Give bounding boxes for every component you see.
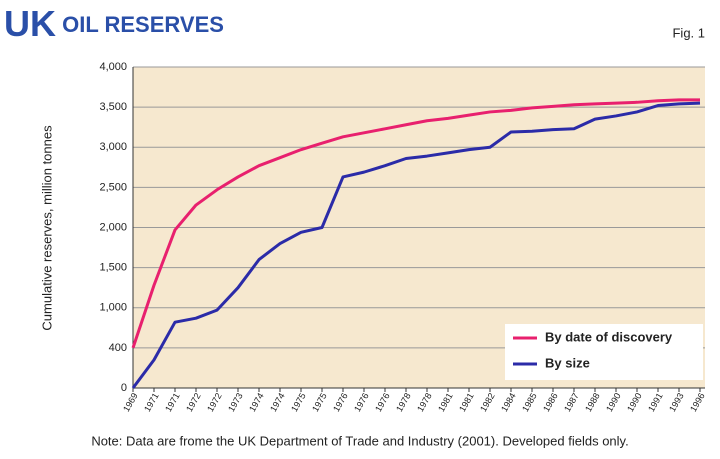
x-tick-label: 1974	[268, 391, 287, 413]
y-tick-label: 1,500	[99, 262, 127, 274]
x-tick-label: 1990	[604, 391, 623, 413]
legend-label: By size	[545, 355, 590, 370]
y-tick-label: 3,000	[99, 141, 127, 153]
y-axis-label: Cumulative reserves, million tonnes	[39, 125, 54, 331]
x-tick-label: 1974	[247, 391, 266, 413]
x-tick-label: 1988	[583, 391, 602, 413]
y-tick-label: 0	[121, 382, 127, 394]
y-tick-label: 400	[109, 342, 127, 354]
y-tick-label: 4,000	[99, 61, 127, 73]
x-tick-label: 1975	[310, 391, 329, 413]
x-tick-label: 1973	[226, 391, 245, 413]
note: Note: Data are frome the UK Department o…	[91, 433, 628, 448]
x-tick-label: 1991	[646, 391, 665, 413]
series-line	[131, 101, 701, 389]
x-tick-label: 1990	[625, 391, 644, 413]
x-tick-label: 1978	[415, 391, 434, 413]
x-tick-label: 1981	[436, 391, 455, 413]
x-tick-label: 1969	[121, 391, 140, 413]
x-tick-label: 1987	[562, 391, 581, 413]
legend-label: By date of discovery	[545, 329, 673, 344]
x-tick-label: 1985	[520, 391, 539, 413]
x-tick-label: 1971	[142, 391, 161, 413]
x-tick-label: 1996	[688, 391, 707, 413]
x-tick-label: 1978	[394, 391, 413, 413]
y-tick-label: 1,000	[99, 302, 127, 314]
x-tick-label: 1984	[499, 391, 518, 413]
x-tick-label: 1976	[352, 391, 371, 413]
x-tick-label: 1993	[667, 391, 686, 413]
chart-title: UK OIL RESERVES	[4, 3, 224, 44]
y-tick-label: 3,500	[99, 101, 127, 113]
x-tick-label: 1976	[373, 391, 392, 413]
x-tick-label: 1972	[205, 391, 224, 413]
x-tick-label: 1981	[457, 391, 476, 413]
x-tick-label: 1975	[289, 391, 308, 413]
x-tick-label: 1971	[163, 391, 182, 413]
series-line	[131, 98, 700, 349]
y-tick-label: 2,500	[99, 181, 127, 193]
x-tick-label: 1972	[184, 391, 203, 413]
figure-label: Fig. 1	[672, 25, 705, 40]
x-tick-label: 1986	[541, 391, 560, 413]
y-tick-label: 2,000	[99, 221, 127, 233]
legend-box	[505, 324, 703, 380]
x-tick-label: 1976	[331, 391, 350, 413]
x-tick-label: 1982	[478, 391, 497, 413]
